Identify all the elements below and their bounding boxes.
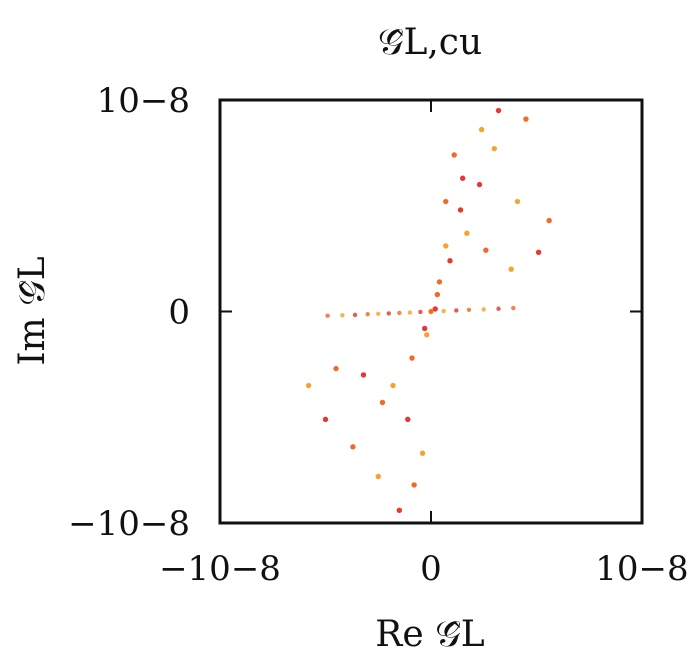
scatter-point-highlight: [428, 309, 434, 314]
scatter-point: [451, 152, 457, 158]
scatter-point: [409, 355, 415, 361]
scatter-point-highlight: [325, 313, 330, 318]
scatter-point: [390, 382, 396, 389]
scatter-point-highlight: [454, 308, 459, 313]
scatter-point: [459, 175, 466, 181]
scatter-point: [379, 399, 386, 406]
scatter-point: [483, 247, 489, 253]
scatter-point: [514, 198, 521, 205]
scatter-point: [419, 450, 426, 456]
scatter-point: [464, 230, 470, 236]
scatter-point: [322, 416, 329, 423]
scatter-point: [495, 107, 502, 114]
scatter-point: [436, 279, 443, 285]
x-axis-label: Re 𝒢̂L: [375, 614, 484, 655]
scatter-point-highlight: [496, 306, 501, 311]
scatter-point: [434, 291, 441, 298]
scatter-point-highlight: [511, 305, 516, 311]
scatter-point: [447, 258, 453, 264]
scatter-point: [523, 116, 529, 122]
scatter-point-highlight: [407, 310, 413, 315]
scatter-point-highlight: [340, 313, 345, 318]
y-axis-label: Im 𝒢̂L: [12, 256, 53, 365]
y-tick-label: 0: [168, 293, 190, 333]
scatter-point: [535, 249, 542, 255]
y-tick-label: 10−8: [97, 81, 190, 121]
scatter-point: [443, 243, 449, 249]
scatter-point: [491, 145, 497, 152]
scatter-point: [478, 126, 485, 133]
x-tick-label: 0: [420, 549, 442, 589]
scatter-point: [508, 266, 514, 272]
scatter-point-highlight: [481, 307, 486, 312]
scatter-point: [421, 325, 428, 332]
x-ticks: −10−8 0 10−8: [159, 100, 688, 589]
scatter-point-highlight: [441, 308, 446, 314]
scatter-point-highlight: [418, 309, 423, 315]
scatter-point: [396, 507, 403, 514]
scatter-point: [424, 332, 430, 338]
y-tick-label: −10−8: [68, 504, 190, 544]
y-ticks: −10−8 0 10−8: [68, 81, 642, 544]
scatter-point: [411, 482, 417, 488]
scatter-point: [443, 198, 449, 205]
scatter-point-highlight: [352, 312, 358, 318]
scatter-point: [457, 207, 464, 213]
scatter-point: [432, 306, 438, 312]
scatter-point-highlight: [386, 311, 391, 316]
scatter-points: [305, 107, 552, 514]
scatter-point-highlight: [365, 312, 370, 317]
scatter-point: [476, 181, 483, 188]
scatter-point: [405, 416, 411, 423]
scatter-point-highlight: [466, 307, 472, 313]
scatter-point-highlight: [376, 311, 381, 317]
scatter-point: [375, 473, 381, 480]
scatter-point: [350, 444, 356, 450]
scatter-point: [305, 382, 312, 389]
scatter-point: [546, 217, 552, 224]
x-tick-label: −10−8: [159, 549, 281, 589]
scatter-point: [333, 365, 339, 372]
scatter-point: [360, 372, 367, 378]
scatter-point-highlight: [397, 310, 402, 316]
chart-title: 𝒢̂L,cu: [378, 22, 482, 63]
x-tick-label: 10−8: [595, 549, 688, 589]
